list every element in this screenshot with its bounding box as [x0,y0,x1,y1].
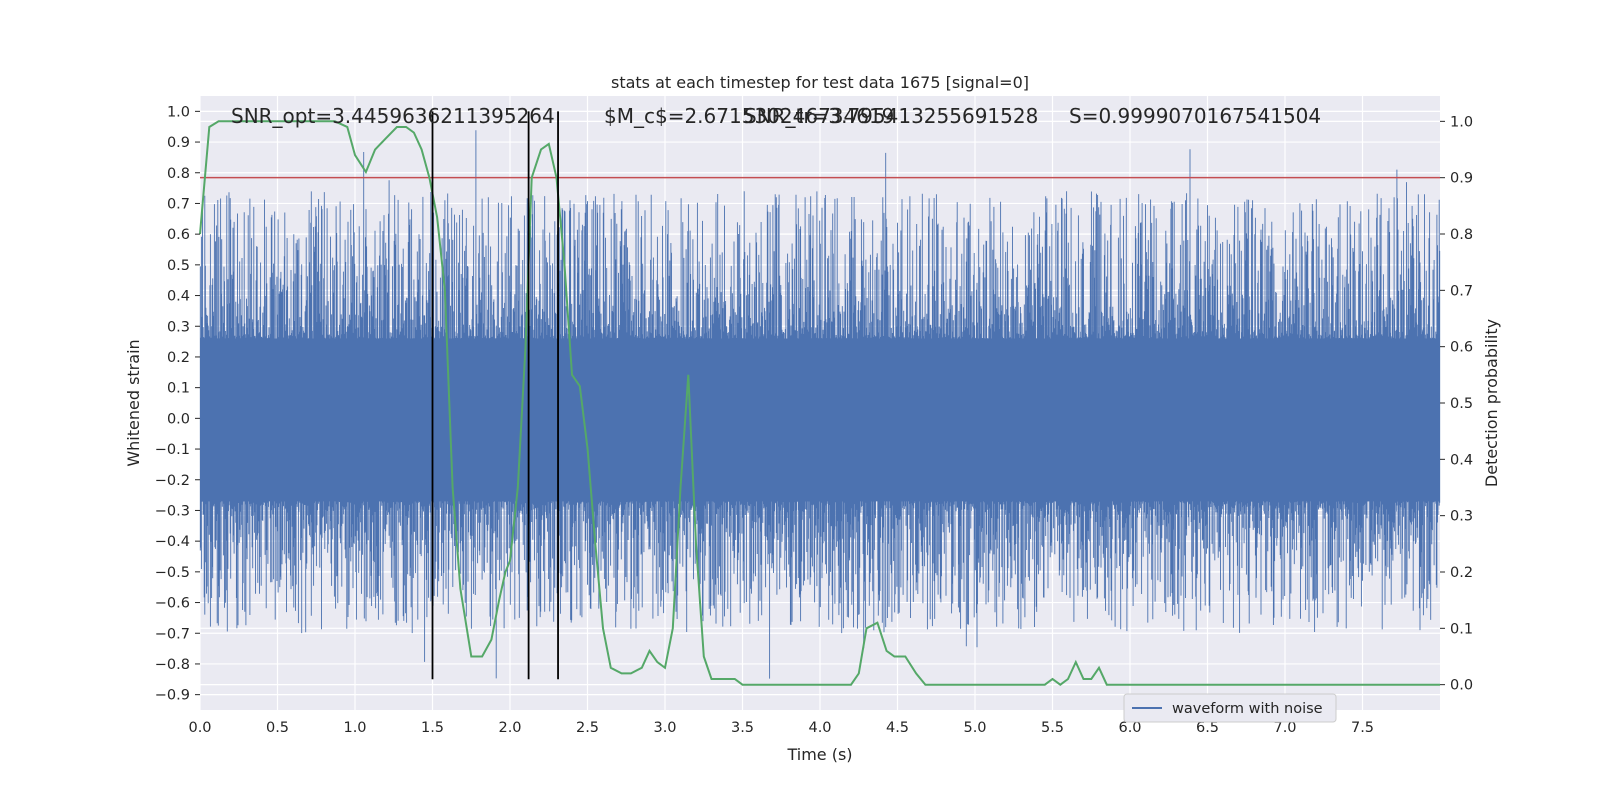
y-tick-label: −0.8 [155,657,190,673]
x-tick-label: 2.5 [576,720,599,736]
y-tick-label: −0.4 [155,534,190,550]
x-tick-label: 0.5 [266,720,289,736]
y-tick-label: 0.8 [167,166,190,182]
x-tick-label: 6.5 [1196,720,1219,736]
y-tick-label: 0.3 [167,319,190,335]
y2-tick-label: 0.1 [1450,621,1473,637]
x-tick-label: 4.5 [886,720,909,736]
x-tick-label: 1.0 [343,720,366,736]
y2-tick-label: 0.4 [1450,452,1473,468]
y-tick-label: −0.3 [155,503,190,519]
y-tick-label: −0.7 [155,626,190,642]
x-tick-label: 2.0 [498,720,521,736]
legend: waveform with noise [1123,693,1337,723]
chart-title: stats at each timestep for test data 167… [611,73,1029,92]
y-tick-label: 0.1 [167,381,190,397]
y2-tick-label: 0.8 [1450,227,1473,243]
y2-tick-label: 0.0 [1450,678,1473,694]
x-tick-label: 5.0 [963,720,986,736]
y2-tick-label: 0.3 [1450,509,1473,525]
y-tick-label: 0.2 [167,350,190,366]
y2-tick-label: 0.6 [1450,340,1473,356]
x-tick-label: 6.0 [1118,720,1141,736]
detection-probability-line [199,120,1440,686]
x-tick-label: 5.5 [1041,720,1064,736]
x-tick-label: 7.5 [1351,720,1374,736]
x-axis-label: Time (s) [786,745,852,764]
annotation-s: S=0.9999070167541504 [1069,104,1321,128]
y-tick-label: 1.0 [167,104,190,120]
y-axis-label: Whitened strain [124,339,143,466]
y-tick-label: −0.6 [155,596,190,612]
x-tick-label: 7.0 [1273,720,1296,736]
x-tick-label: 3.0 [653,720,676,736]
noise-trace [199,130,1441,679]
y-tick-label: −0.5 [155,565,190,581]
y2-tick-label: 0.7 [1450,283,1473,299]
x-tick-label: 4.0 [808,720,831,736]
y-tick-label: 0.4 [167,289,190,305]
y-tick-label: 0.6 [167,227,190,243]
annotation-snr-tr: SNR_tr=3.795413255691528 [744,104,1038,128]
y2-tick-label: 0.5 [1450,396,1473,412]
y2-tick-label: 1.0 [1450,114,1473,130]
y-tick-label: 0.0 [167,411,190,427]
annotation-snr-opt: SNR_opt=3.4459636211395264 [231,104,555,128]
x-tick-label: 3.5 [731,720,754,736]
y2-tick-label: 0.2 [1450,565,1473,581]
y-tick-label: 0.7 [167,196,190,212]
annotation-chirp-mass: $M_c$=2.671530246734619 [604,104,894,128]
overlay-layer [199,111,1440,686]
legend-box [1123,693,1337,723]
y-tick-label: −0.9 [155,688,190,704]
legend-label: waveform with noise [1172,701,1323,717]
y-tick-label: −0.1 [155,442,190,458]
y2-tick-label: 0.9 [1450,171,1473,187]
x-tick-label: 0.0 [188,720,211,736]
x-tick-label: 1.5 [421,720,444,736]
axes-layer: 0.0 0.5 1.0 1.5 2.0 2.5 3.0 3.5 4.0 4.5 5.0 5.5 6.0 6… [155,104,1473,736]
y2-axis-label: Detection probability [1482,319,1501,487]
y-tick-label: 0.9 [167,135,190,151]
waveform-with-noise-series [199,130,1441,679]
y-tick-label: 0.5 [167,258,190,274]
y-tick-label: −0.2 [155,473,190,489]
